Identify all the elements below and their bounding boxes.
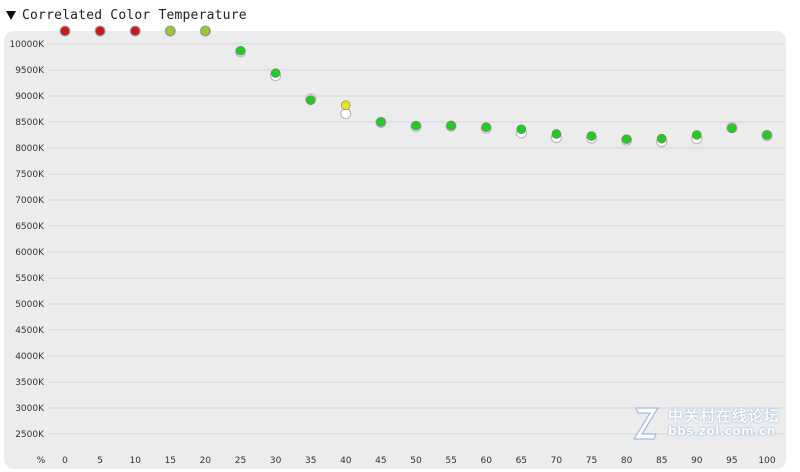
y-tick-label: 10000K (9, 40, 45, 50)
zol-logo-icon (632, 404, 662, 442)
measured-point (200, 26, 211, 36)
y-tick-label: 9500K (15, 66, 45, 76)
y-tick-label: 4500K (15, 326, 45, 336)
measured-point (691, 130, 702, 140)
x-tick-label: 35 (305, 456, 316, 466)
y-tick-label: 4000K (15, 352, 45, 362)
x-tick-label: 60 (480, 456, 492, 466)
watermark-cn: 中关村在线论坛 (667, 407, 780, 426)
watermark-url: bbs.zol.com.cn (667, 423, 776, 438)
x-tick-label: 100 (758, 456, 775, 466)
measured-point (621, 134, 632, 144)
measured-point (762, 130, 772, 140)
measured-point (130, 26, 140, 36)
measured-point (481, 122, 492, 132)
y-tick-label: 7000K (15, 196, 45, 206)
x-tick-label: 15 (165, 456, 176, 466)
collapse-triangle-icon[interactable] (6, 10, 16, 20)
measured-point (340, 100, 351, 111)
x-tick-label: 55 (445, 456, 456, 466)
section-header[interactable]: Correlated Color Temperature (4, 4, 247, 26)
y-tick-label: 3500K (15, 378, 45, 388)
x-tick-label: 90 (691, 456, 703, 466)
measured-point (551, 129, 562, 139)
x-tick-label: 45 (375, 456, 386, 466)
y-tick-label: 5500K (15, 274, 45, 284)
y-tick-label: 5000K (15, 300, 45, 310)
section-title: Correlated Color Temperature (22, 7, 247, 23)
x-axis-ticks: % 0 5 10 15 20 25 30 35 40 45 50 55 60 65 70 75 80 85 90 95 1… (37, 456, 776, 466)
grid-lines (48, 43, 784, 435)
measured-point (586, 131, 597, 141)
y-tick-label: 2500K (15, 430, 45, 440)
y-tick-label: 3000K (15, 404, 45, 414)
measured-point (376, 117, 386, 127)
x-tick-label: 40 (340, 456, 352, 466)
x-tick-label: 95 (726, 456, 737, 466)
reference-point (340, 108, 352, 120)
x-tick-label: 20 (200, 456, 212, 466)
measured-point (305, 95, 316, 105)
x-axis-unit: % (37, 456, 46, 466)
measured-point (235, 45, 246, 56)
measured-point (95, 26, 105, 36)
measured-point (727, 123, 737, 134)
y-tick-label: 6500K (15, 222, 45, 232)
y-tick-label: 9000K (15, 92, 45, 102)
x-tick-label: 65 (516, 456, 527, 466)
y-axis-ticks: 10000K 9500K 9000K 8500K 8000K 7500K 7000K 6500… (9, 40, 45, 440)
x-tick-label: 80 (621, 456, 633, 466)
chart-panel (4, 31, 786, 469)
x-tick-label: 70 (551, 456, 563, 466)
measured-point (656, 133, 667, 144)
measured-point (446, 120, 456, 131)
measured-point (411, 120, 421, 131)
x-tick-label: 25 (235, 456, 246, 466)
measured-point (165, 26, 176, 36)
x-tick-label: 10 (129, 456, 141, 466)
measured-point (516, 124, 527, 135)
y-tick-label: 8500K (15, 118, 45, 128)
measured-point (60, 26, 70, 36)
x-tick-label: 50 (410, 456, 422, 466)
x-tick-label: 0 (62, 456, 68, 466)
data-points (59, 25, 773, 148)
x-tick-label: 85 (656, 456, 667, 466)
x-tick-label: 75 (586, 456, 597, 466)
y-tick-label: 7500K (15, 170, 45, 180)
y-tick-label: 6000K (15, 248, 45, 258)
y-tick-label: 8000K (15, 144, 45, 154)
measured-point (270, 68, 281, 78)
x-tick-label: 30 (270, 456, 282, 466)
watermark: 中关村在线论坛 bbs.zol.com.cn (632, 404, 780, 442)
x-tick-label: 5 (97, 456, 103, 466)
